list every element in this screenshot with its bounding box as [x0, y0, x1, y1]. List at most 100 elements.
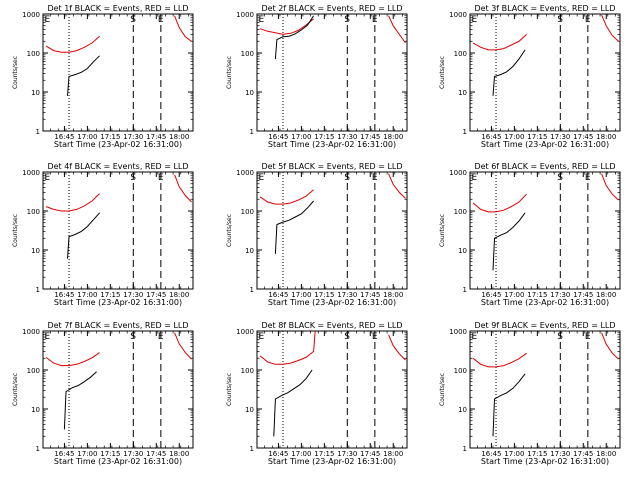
x-tick-label: 17:00 [291, 450, 311, 458]
event-marker-label: E [158, 173, 164, 183]
lld-series-line-late [388, 15, 406, 44]
lld-series-line-late [174, 174, 192, 203]
y-tick-label: 100 [454, 367, 467, 375]
plot-frame [469, 13, 621, 132]
y-tick-label: 100 [454, 208, 467, 216]
y-tick-label: 1 [463, 445, 467, 453]
x-axis-label: Start Time (23-Apr-02 16:31:00) [481, 457, 609, 466]
y-tick-label: 1000 [449, 328, 467, 336]
event-marker-label: E [259, 15, 265, 25]
events-series-line [274, 200, 314, 254]
y-tick-label: 1000 [449, 11, 467, 19]
x-tick-label: 17:45 [146, 133, 166, 141]
event-marker-label: E [259, 332, 265, 342]
y-tick-label: 10 [245, 89, 254, 97]
lld-series-line-late [601, 173, 619, 201]
chart-title: Det 7f BLACK = Events, RED = LLD [47, 321, 188, 330]
x-tick-label: 17:15 [527, 450, 547, 458]
y-axis-label: Counts/sec [226, 214, 233, 247]
lld-series-line [472, 352, 527, 368]
lld-series-line-late [601, 332, 619, 360]
lld-series-line [259, 18, 314, 35]
chart-title: Det 4f BLACK = Events, RED = LLD [47, 162, 188, 171]
x-tick-label: 18:00 [169, 450, 189, 458]
event-marker-label: S [557, 332, 563, 342]
event-marker-label: E [372, 15, 378, 25]
x-tick-label: 17:00 [77, 133, 97, 141]
y-axis-label: Counts/sec [12, 373, 19, 406]
y-axis-label: Counts/sec [439, 373, 446, 406]
x-tick-label: 16:45 [268, 291, 288, 299]
lld-series-line [259, 189, 314, 205]
event-marker-label: S [344, 332, 350, 342]
event-marker-label: S [557, 15, 563, 25]
y-tick-label: 100 [27, 367, 40, 375]
y-axis-label: Counts/sec [12, 214, 19, 247]
y-tick-label: 10 [31, 89, 40, 97]
x-tick-label: 17:00 [504, 291, 524, 299]
y-tick-label: 10 [245, 247, 254, 255]
x-tick-label: 17:45 [360, 450, 380, 458]
detector-panel-4: Det 4f BLACK = Events, RED = LLD 1 10 100 10… [12, 162, 194, 307]
x-axis-label: Start Time (23-Apr-02 16:31:00) [481, 298, 609, 307]
event-marker-label: E [472, 332, 478, 342]
events-series-line [273, 369, 313, 437]
plot-frame [256, 171, 408, 290]
y-tick-label: 1000 [236, 328, 254, 336]
lld-series-line [45, 35, 100, 53]
detector-panel-2: Det 2f BLACK = Events, RED = LLD 1 10 100 10… [226, 4, 408, 149]
y-tick-label: 1000 [22, 328, 40, 336]
y-tick-label: 10 [31, 247, 40, 255]
x-axis-label: Start Time (23-Apr-02 16:31:00) [481, 140, 609, 149]
x-axis-label: Start Time (23-Apr-02 16:31:00) [268, 140, 396, 149]
y-tick-label: 100 [241, 367, 254, 375]
x-axis-label: Start Time (23-Apr-02 16:31:00) [54, 457, 182, 466]
detector-panel-6: Det 6f BLACK = Events, RED = LLD 1 10 100 10… [439, 162, 621, 307]
lld-series-line-late [388, 334, 406, 361]
y-tick-label: 10 [458, 247, 467, 255]
plot-frame [256, 330, 408, 449]
y-tick-label: 1000 [22, 169, 40, 177]
event-marker-label: S [344, 173, 350, 183]
lld-series-line [45, 352, 100, 367]
x-tick-label: 17:45 [360, 291, 380, 299]
y-tick-label: 10 [458, 406, 467, 414]
x-tick-label: 18:00 [596, 450, 616, 458]
x-axis-label: Start Time (23-Apr-02 16:31:00) [268, 457, 396, 466]
x-tick-label: 17:30 [337, 450, 357, 458]
event-marker-label: E [45, 15, 51, 25]
y-tick-label: 1 [250, 445, 254, 453]
x-tick-label: 18:00 [383, 450, 403, 458]
lld-series-line-late [174, 15, 192, 42]
x-tick-label: 17:00 [291, 133, 311, 141]
x-tick-label: 18:00 [596, 133, 616, 141]
y-tick-label: 100 [454, 50, 467, 58]
event-marker-label: E [585, 173, 591, 183]
lld-series-line [472, 34, 527, 51]
events-series-line [492, 212, 526, 271]
y-tick-label: 1 [250, 128, 254, 136]
event-marker-label: E [45, 332, 51, 342]
x-tick-label: 18:00 [169, 133, 189, 141]
chart-title: Det 3f BLACK = Events, RED = LLD [474, 4, 615, 13]
x-axis-label: Start Time (23-Apr-02 16:31:00) [54, 298, 182, 307]
event-marker-label: S [130, 15, 136, 25]
y-tick-label: 1 [36, 445, 40, 453]
y-tick-label: 1 [36, 128, 40, 136]
x-tick-label: 16:45 [54, 291, 74, 299]
x-tick-label: 17:45 [573, 450, 593, 458]
y-tick-label: 1 [250, 286, 254, 294]
x-tick-label: 17:00 [504, 133, 524, 141]
x-tick-label: 18:00 [596, 291, 616, 299]
lld-series-line-late [601, 14, 619, 42]
event-marker-label: S [130, 332, 136, 342]
detector-panel-9: Det 9f BLACK = Events, RED = LLD 1 10 100 10… [439, 321, 621, 466]
x-tick-label: 17:15 [527, 291, 547, 299]
x-tick-label: 16:45 [481, 291, 501, 299]
x-axis-label: Start Time (23-Apr-02 16:31:00) [54, 140, 182, 149]
x-tick-label: 17:30 [337, 291, 357, 299]
y-tick-label: 100 [241, 208, 254, 216]
plot-frame [42, 330, 194, 449]
x-tick-label: 17:15 [100, 450, 120, 458]
event-marker-label: S [557, 173, 563, 183]
